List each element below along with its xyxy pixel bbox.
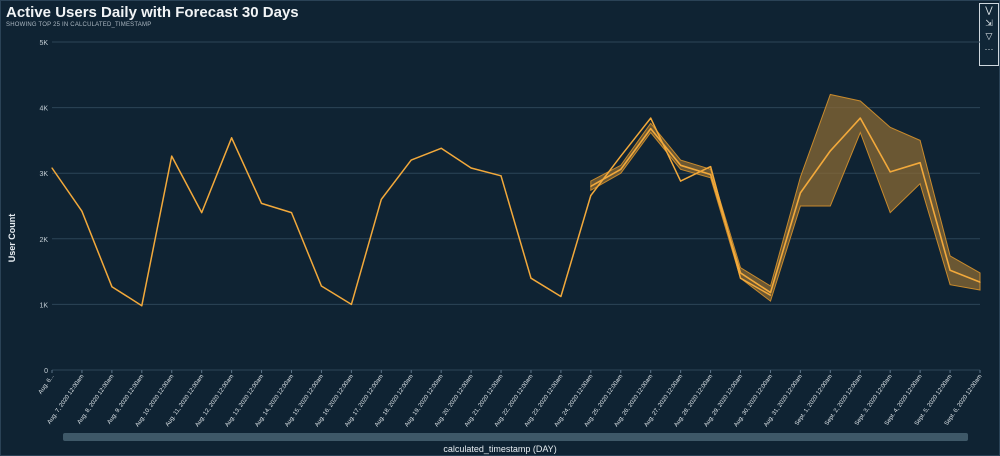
data-point <box>710 173 712 176</box>
series-lines <box>51 117 981 307</box>
filter-icon[interactable]: ▽ <box>985 31 993 41</box>
data-point <box>799 192 802 194</box>
data-point <box>650 128 652 130</box>
data-point <box>620 155 622 157</box>
forecast-band <box>590 93 981 302</box>
y-tick-label: 3K <box>39 171 48 178</box>
data-point <box>949 269 951 271</box>
chart-subtitle: SHOWING TOP 25 IN CALCULATED_TIMESTAMP <box>6 22 152 28</box>
data-point <box>530 277 532 279</box>
chart-title: Active Users Daily with Forecast 30 Days <box>6 4 299 21</box>
y-tick-label: 4K <box>39 106 48 113</box>
x-axis-scrollbar[interactable] <box>63 433 968 441</box>
data-point <box>410 159 412 161</box>
data-point <box>889 171 891 173</box>
more-icon[interactable]: ··· <box>984 44 994 54</box>
expand-icon[interactable]: ⋁ <box>985 5 993 15</box>
data-point <box>739 277 742 279</box>
data-point <box>590 194 592 197</box>
data-point <box>919 162 921 164</box>
data-point <box>260 202 263 204</box>
data-point <box>979 281 981 283</box>
data-point <box>859 117 861 119</box>
data-point <box>350 303 352 305</box>
grid-lines <box>52 41 980 371</box>
data-point <box>829 150 831 152</box>
y-tick-label: 0 <box>44 368 48 375</box>
data-point <box>81 210 83 212</box>
data-point <box>769 292 772 294</box>
y-tick-label: 5K <box>39 40 48 47</box>
data-point <box>739 272 742 274</box>
data-point <box>470 167 472 169</box>
data-point <box>231 137 233 139</box>
series-line-2 <box>590 117 981 294</box>
data-point <box>440 147 442 149</box>
visual-toolbar: ⋁ ⇲ ▽ ··· <box>979 3 999 66</box>
y-tick-label: 1K <box>39 302 48 309</box>
forecast-confidence-band <box>590 93 981 302</box>
data-point <box>680 164 682 166</box>
data-point <box>769 294 772 296</box>
data-point <box>51 167 53 169</box>
x-axis-label: calculated_timestamp (DAY) <box>443 444 557 454</box>
data-point <box>590 185 592 187</box>
data-point <box>650 117 652 119</box>
focus-icon[interactable]: ⇲ <box>985 18 993 28</box>
data-point <box>320 285 322 287</box>
y-tick-label: 2K <box>39 237 48 244</box>
data-point <box>201 212 203 214</box>
data-point <box>500 175 502 177</box>
data-point <box>111 286 113 288</box>
data-point <box>680 180 682 182</box>
data-point <box>380 198 382 200</box>
data-point <box>141 305 143 307</box>
data-point <box>710 166 712 168</box>
x-tick-label: Aug. 6... <box>38 373 56 395</box>
data-point <box>560 295 562 298</box>
data-point <box>290 212 293 214</box>
data-point <box>171 155 173 157</box>
y-axis-ticks: 0 1K 2K 3K 4K 5K <box>39 40 48 375</box>
data-point <box>620 168 622 170</box>
